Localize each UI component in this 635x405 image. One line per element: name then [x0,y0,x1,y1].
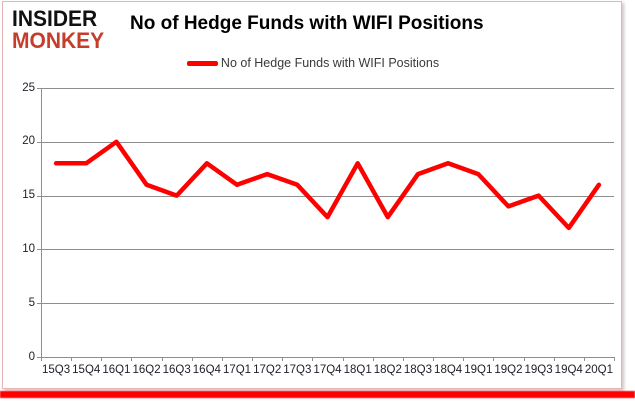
x-axis-tick-label: 16Q4 [192,364,221,376]
x-axis-tick-label: 18Q2 [373,364,402,376]
y-axis-tick-label: 20 [22,135,35,148]
series-line-no-of-hedge-funds-with-wifi-positions [53,139,602,231]
x-axis-tick-label: 18Q4 [434,364,463,376]
x-axis-tick-label: 17Q4 [313,364,342,376]
x-axis-tick-label: 17Q1 [222,364,252,376]
y-axis-tick-label: 15 [22,189,35,202]
logo-text-insider: INSIDER [12,6,98,32]
insider-monkey-logo: INSIDER MONKEY [12,6,105,53]
x-axis-tick-label: 19Q4 [554,364,583,376]
x-axis-tick-label: 19Q1 [464,364,493,376]
legend-label: No of Hedge Funds with WIFI Positions [220,56,440,70]
chart-legend: No of Hedge Funds with WIFI Positions [3,56,623,70]
y-axis-tick-label: 5 [28,296,35,309]
x-axis-tick-label: 19Q3 [524,364,553,376]
x-axis-tick-label: 19Q2 [494,364,523,376]
x-axis-tick-label: 17Q2 [253,364,282,376]
logo-text-monkey: MONKEY [12,28,105,53]
x-axis-tick-label: 16Q2 [132,364,161,376]
x-axis-tick-label: 18Q3 [403,364,433,376]
y-axis-tick-label: 10 [22,242,35,255]
x-axis-tick-label: 16Q3 [162,364,191,376]
y-axis-tick-label: 0 [28,350,35,363]
chart-title: No of Hedge Funds with WIFI Positions [130,13,484,34]
x-axis-tick-label: 17Q3 [283,364,312,376]
x-axis-tick-label: 18Q1 [343,364,372,376]
x-axis-tick-label: 15Q3 [42,364,71,376]
x-axis-tick-label: 16Q1 [102,364,131,376]
bottom-red-bar [0,391,635,398]
chart-card: INSIDER MONKEY No of Hedge Funds with WI… [2,1,622,389]
x-axis-tick-label: 15Q4 [72,364,101,376]
y-axis-tick-label: 25 [22,81,35,94]
legend-line-marker [186,60,218,66]
x-axis-tick-label: 20Q1 [584,364,613,376]
